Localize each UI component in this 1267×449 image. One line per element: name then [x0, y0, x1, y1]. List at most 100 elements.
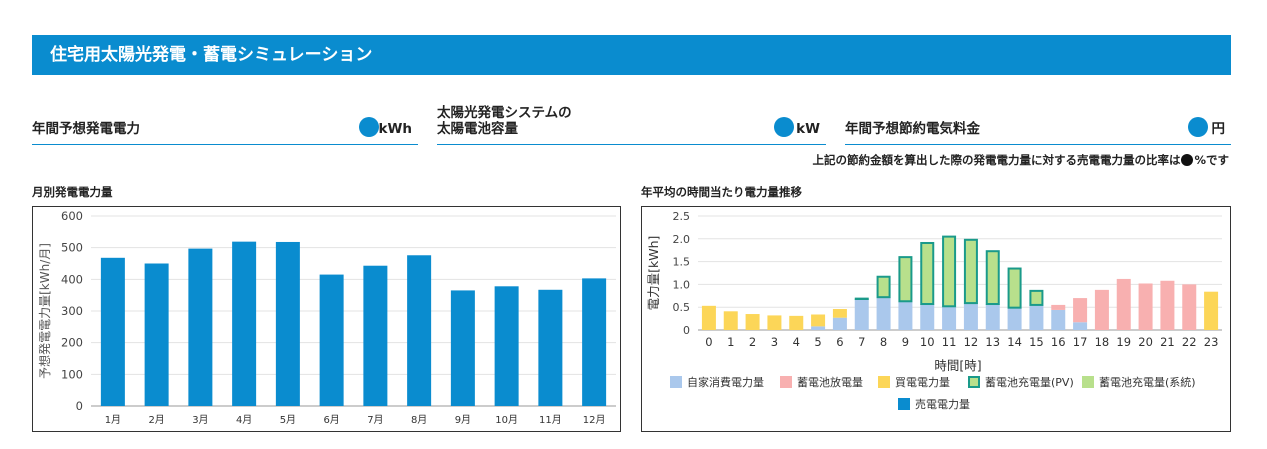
system-capacity-unit: kW	[796, 121, 820, 137]
system-capacity-field: 太陽光発電システムの 太陽電池容量 kW	[437, 98, 826, 145]
bar	[275, 241, 300, 406]
system-capacity-label-line1: 太陽光発電システムの	[437, 105, 572, 121]
page-header: 住宅用太陽光発電・蓄電シミュレーション	[32, 35, 1231, 75]
x-tick-label: 0	[705, 335, 712, 349]
sell-ratio-note: 上記の節約金額を算出した際の発電電力量に対する売電電力量の比率は %です	[812, 152, 1229, 168]
bar-segment-battery-charge-pv	[985, 250, 1000, 306]
y-tick-label: 300	[61, 304, 83, 318]
bar-segment-self-consumption	[985, 304, 1000, 330]
bar-segment-battery-charge-pv	[920, 241, 935, 306]
x-tick-label: 8月	[411, 414, 427, 426]
legend-label-battery-charge-pv: 蓄電池充電量(PV)	[985, 375, 1074, 389]
x-tick-label: 4月	[236, 414, 252, 426]
bar-segment-self-consumption	[1029, 304, 1044, 330]
bar-segment-self-consumption	[832, 317, 847, 330]
bar-segment-grid-purchase	[701, 305, 716, 330]
x-tick-label: 12月	[583, 414, 606, 426]
x-tick-label: 12	[964, 335, 979, 349]
y-tick-label: 2.5	[673, 210, 691, 223]
bar-segment-battery-charge-pv	[1029, 289, 1044, 306]
bar-segment-battery-charge-pv	[963, 238, 978, 305]
legend-swatch-battery-charge-grid	[1082, 376, 1094, 388]
bar-segment-grid-purchase	[745, 314, 760, 330]
bar-segment-self-consumption	[898, 301, 913, 330]
legend-swatch-battery-discharge	[780, 376, 792, 388]
bar-segment-self-consumption	[942, 306, 957, 330]
bar	[144, 263, 169, 406]
x-tick-label: 9月	[455, 414, 471, 426]
bar-segment-battery-charge-pv	[876, 275, 891, 299]
x-tick-label: 1月	[105, 414, 121, 426]
bar-segment-battery-discharge	[1073, 298, 1088, 323]
bar-segment-battery-discharge	[1138, 283, 1153, 330]
y-axis-label: 予想発電電力量[kWh/月]	[37, 243, 52, 379]
legend-swatch-battery-charge-pv	[968, 376, 980, 388]
annual-generation-value-dot	[359, 117, 379, 137]
x-tick-label: 10	[920, 335, 935, 349]
bar	[232, 241, 257, 406]
sell-ratio-note-before: 上記の節約金額を算出した際の発電電力量に対する売電電力量の比率は	[812, 153, 1181, 167]
annual-savings-field: 年間予想節約電気料金 円	[845, 98, 1231, 145]
legend-swatch-grid-purchase	[878, 376, 890, 388]
x-tick-label: 15	[1029, 335, 1044, 349]
bar-segment-battery-charge-pv	[898, 256, 913, 303]
legend-label-grid-purchase: 買電電力量	[895, 376, 950, 389]
x-tick-label: 3	[771, 335, 778, 349]
bar	[319, 274, 344, 406]
bar-segment-grid-purchase	[1204, 291, 1219, 330]
y-tick-label: 1.0	[673, 278, 691, 291]
legend-label-self-consumption: 自家消費電力量	[687, 375, 764, 389]
system-capacity-label-line2: 太陽電池容量	[437, 121, 518, 137]
x-tick-label: 19	[1116, 335, 1131, 349]
x-tick-label: 17	[1073, 335, 1088, 349]
bar-segment-grid-purchase	[723, 311, 738, 330]
x-tick-label: 9	[902, 335, 909, 349]
y-tick-label: 200	[61, 336, 83, 350]
legend-swatch-self-consumption	[670, 376, 682, 388]
annual-generation-field: 年間予想発電電力 kWh	[32, 98, 418, 145]
x-tick-label: 7	[858, 335, 865, 349]
bar	[582, 278, 607, 406]
x-tick-label: 3月	[192, 414, 208, 426]
bar-segment-battery-discharge	[1182, 284, 1197, 330]
y-tick-label: 0.5	[673, 301, 691, 314]
bar-segment-self-consumption	[1007, 307, 1022, 330]
x-tick-label: 11	[942, 335, 957, 349]
y-tick-label: 600	[61, 209, 83, 223]
bar	[494, 286, 519, 406]
bar	[450, 290, 475, 406]
bar-segment-self-consumption	[876, 297, 891, 330]
legend-label-battery-discharge: 蓄電池放電量	[797, 375, 863, 389]
bar-segment-grid-purchase	[811, 314, 826, 327]
x-tick-label: 11月	[539, 414, 562, 426]
y-tick-label: 400	[61, 272, 83, 286]
x-tick-label: 22	[1182, 335, 1197, 349]
y-tick-label: 2.0	[673, 233, 691, 246]
bar-segment-grid-purchase	[832, 309, 847, 318]
bar-segment-self-consumption	[920, 304, 935, 330]
y-axis-label: 電力量[kWh]	[646, 236, 661, 311]
y-tick-label: 1.5	[673, 256, 691, 269]
annual-savings-value-dot	[1188, 117, 1208, 137]
x-tick-label: 8	[880, 335, 887, 349]
x-tick-label: 6月	[323, 414, 339, 426]
x-tick-label: 16	[1051, 335, 1066, 349]
bar-segment-battery-charge-pv	[942, 235, 957, 308]
hourly-chart: 00.51.01.52.02.50 1 2 3 4 5 6 7 8 9 10 11 12 13 14 15 16…	[646, 210, 1222, 411]
bar-segment-battery-discharge	[1094, 289, 1109, 330]
x-tick-label: 5月	[280, 414, 296, 426]
bar-segment-self-consumption	[1051, 309, 1066, 330]
x-tick-label: 5	[814, 335, 821, 349]
y-tick-label: 0	[76, 399, 83, 413]
bar-segment-grid-purchase	[789, 315, 804, 330]
bar-segment-self-consumption	[963, 303, 978, 330]
x-tick-label: 14	[1007, 335, 1022, 349]
annual-generation-label: 年間予想発電電力	[32, 121, 140, 137]
x-tick-label: 2	[749, 335, 756, 349]
bar	[100, 257, 125, 406]
legend-label-battery-charge-grid: 蓄電池充電量(系統)	[1099, 375, 1196, 389]
bar	[538, 289, 563, 406]
annual-generation-unit: kWh	[378, 121, 412, 137]
x-tick-label: 18	[1095, 335, 1110, 349]
x-tick-label: 1	[727, 335, 734, 349]
